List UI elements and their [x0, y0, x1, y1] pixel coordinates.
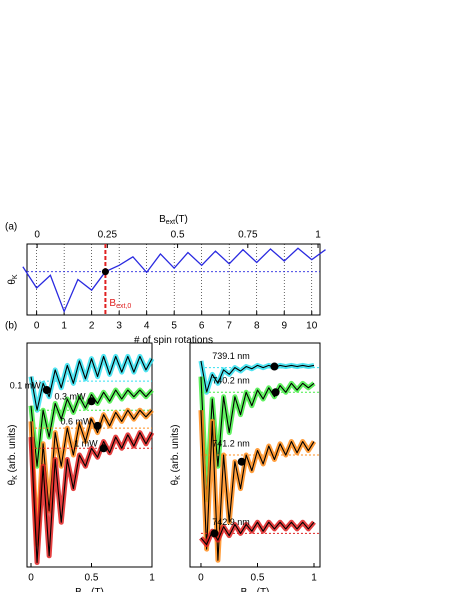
marker — [270, 362, 279, 371]
x2-tick-label: 0.5 — [171, 230, 185, 241]
x-axis-label: Bext(T) — [75, 587, 104, 592]
series-label: 1 mW — [74, 439, 98, 449]
series-label: 0.1 mW — [10, 380, 42, 390]
series-label: 739.1 nm — [212, 351, 250, 361]
panel-label: (b) — [5, 321, 17, 332]
plot-frame — [26, 342, 153, 568]
y-axis-label-part: θ — [7, 279, 18, 285]
fit-line — [200, 360, 315, 393]
x-tick-label: 1 — [311, 573, 317, 584]
x-tick-label: 1 — [61, 321, 67, 332]
x2-tick-label: 0 — [34, 230, 40, 241]
y-axis-label: θK (arb. units) — [7, 425, 19, 486]
plot-frame — [189, 342, 321, 568]
x-tick-label: 0 — [198, 573, 204, 584]
plot-frame — [26, 243, 321, 316]
x2-axis-label-part: (T) — [175, 214, 188, 225]
x2-tick-label: 1 — [315, 230, 321, 241]
x2-axis-label: Bext(T) — [159, 214, 188, 226]
series-label: 0.6 mW — [61, 416, 93, 426]
fit-line — [200, 376, 315, 501]
fit-line — [200, 521, 315, 546]
y-axis-label: θK — [7, 274, 19, 285]
x-tick-label: 0 — [28, 573, 34, 584]
series-label: 740.2 nm — [212, 376, 250, 386]
series-label: 741.2 nm — [212, 438, 250, 448]
marker — [210, 529, 219, 538]
x2-tick-label: 0.75 — [238, 230, 258, 241]
x-tick-label: 8 — [254, 321, 260, 332]
series-label: 0.3 mW — [54, 392, 86, 402]
y-axis-label-part: θ — [7, 479, 18, 485]
marker — [237, 457, 246, 466]
x2-axis-label-part: B — [159, 214, 166, 225]
x-tick-label: 5 — [171, 321, 177, 332]
x-tick-label: 1 — [149, 573, 155, 584]
y-axis-label: θK (arb. units) — [170, 425, 182, 486]
fit-line — [30, 355, 153, 411]
vline-label-sub: ext,0 — [116, 303, 131, 310]
x-tick-label: 0 — [34, 321, 40, 332]
x-tick-label: 0.5 — [85, 573, 99, 584]
fit-line — [200, 410, 315, 561]
x-tick-label: 7 — [226, 321, 232, 332]
axes: (a) 0 1 2 3 4 5 6 7 8 9 10 0 0.25 0.5 0.75 1 — [5, 222, 321, 332]
x-axis-label-part: B — [75, 587, 82, 592]
vline-label: Bext,0 — [109, 298, 131, 310]
y-axis-label-part: K — [12, 475, 19, 480]
marker — [101, 268, 109, 276]
marker — [42, 386, 51, 395]
x-axis-label-part: (T) — [257, 587, 270, 592]
x-axis-label-part: B — [241, 587, 248, 592]
x-axis-label: # of spin rotations — [134, 335, 213, 346]
panel-label: (a) — [5, 222, 17, 233]
y-axis-label-part: θ — [170, 479, 181, 485]
data-line — [22, 247, 326, 314]
y-axis-label-part: K — [12, 274, 19, 279]
marker — [99, 444, 108, 453]
marker — [93, 421, 102, 430]
y-axis-label-part: K — [175, 475, 182, 480]
marker — [87, 397, 96, 406]
y-axis-label-part: (arb. units) — [170, 425, 181, 476]
vline-label-main: B — [109, 298, 116, 309]
x-tick-label: 0.5 — [251, 573, 265, 584]
x-tick-label: 6 — [199, 321, 205, 332]
x-tick-label: 3 — [116, 321, 122, 332]
x-tick-label: 9 — [281, 321, 287, 332]
marker — [271, 388, 280, 397]
x-tick-label: 4 — [144, 321, 150, 332]
x2-axis-label-part: ext — [166, 219, 175, 226]
y-axis-label-part: (arb. units) — [7, 425, 18, 476]
x-axis-label-part: (T) — [91, 587, 104, 592]
axes: 0 0.5 1 — [189, 342, 321, 584]
axes: (b) 0 0.5 1 — [5, 321, 155, 584]
x-axis-label: Bext(T) — [241, 587, 270, 592]
x-tick-label: 2 — [89, 321, 95, 332]
x-axis-label-part: # of spin rotations — [134, 335, 213, 346]
series-label: 742.9 nm — [212, 517, 250, 527]
fit-line — [30, 389, 153, 467]
x-tick-label: 10 — [306, 321, 318, 332]
x2-tick-label: 0.25 — [98, 230, 118, 241]
fit-line — [30, 432, 153, 564]
